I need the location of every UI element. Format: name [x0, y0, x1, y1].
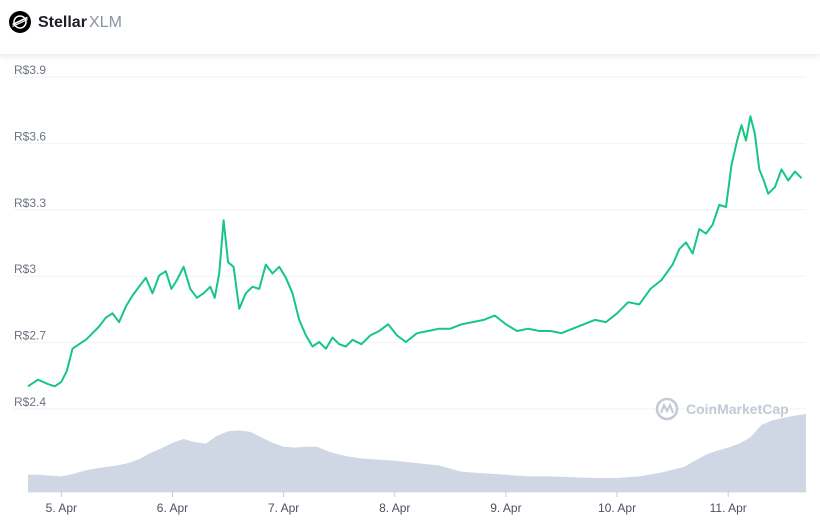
y-tick-label: R$3.9 [14, 63, 46, 77]
x-axis-labels: 5. Apr 6. Apr 7. Apr 8. Apr 9. Apr 10. Apr 11.… [46, 492, 747, 515]
price-series [27, 115, 803, 388]
x-tick-label: 10. Apr [598, 501, 636, 515]
y-tick-label: R$3.6 [14, 129, 46, 143]
x-tick-label: 6. Apr [157, 501, 188, 515]
y-tick-label: R$2.7 [14, 329, 46, 343]
watermark: CoinMarketCap [655, 397, 789, 421]
grid-lines [14, 76, 806, 493]
x-tick-label: 9. Apr [490, 501, 521, 515]
header: Stellar XLM [0, 0, 820, 55]
y-tick-label: R$2.4 [14, 395, 46, 409]
stellar-logo-icon [9, 11, 31, 33]
price-line [27, 115, 803, 388]
volume-area [28, 414, 806, 492]
y-axis-labels: R$3.9 R$3.6 R$3.3 R$3 R$2.7 R$2.4 [14, 63, 46, 409]
coinmarketcap-logo-icon [655, 397, 679, 421]
x-tick-label: 11. Apr [710, 501, 747, 515]
coin-symbol: XLM [89, 14, 122, 31]
volume-series [28, 414, 806, 492]
y-tick-label: R$3.3 [14, 196, 46, 210]
y-tick-label: R$3 [14, 262, 36, 276]
watermark-text: CoinMarketCap [686, 401, 789, 417]
coin-name: Stellar [38, 14, 87, 31]
x-tick-label: 8. Apr [379, 501, 410, 515]
x-tick-label: 7. Apr [268, 501, 299, 515]
x-tick-label: 5. Apr [46, 501, 77, 515]
